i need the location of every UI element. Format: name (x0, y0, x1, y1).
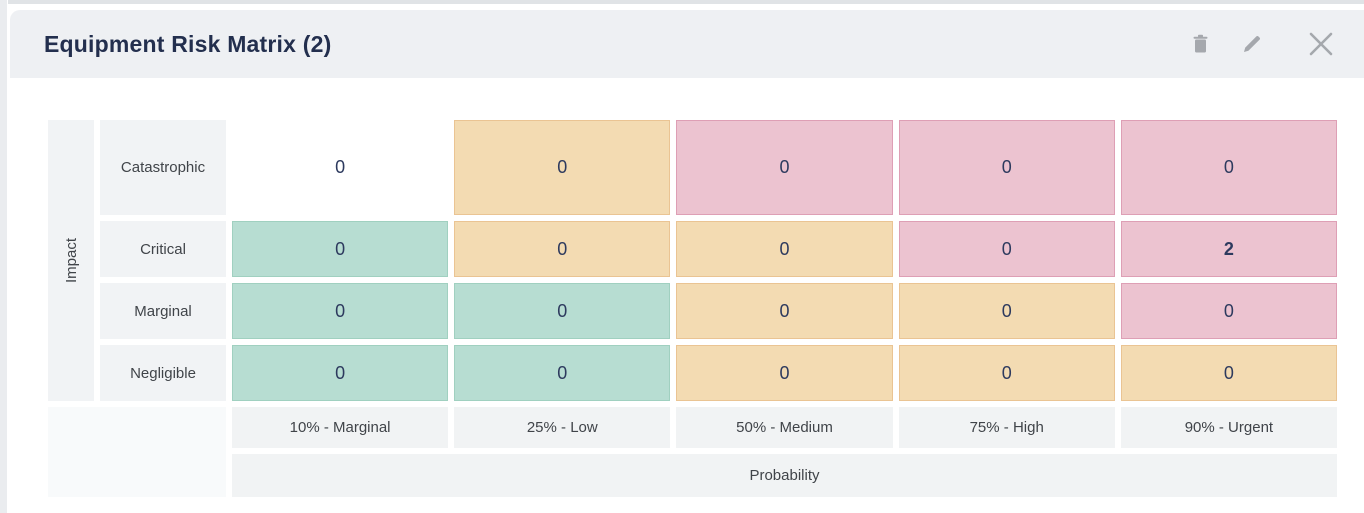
edit-button[interactable] (1238, 30, 1266, 58)
probability-axis: Probability (232, 454, 1337, 497)
matrix-cell-catastrophic-50-medium[interactable]: 0 (676, 120, 893, 215)
impact-axis: Impact (48, 120, 94, 401)
row-label-negligible: Negligible (100, 345, 226, 401)
page-edge-strip (0, 0, 7, 513)
matrix-cell-negligible-25-low[interactable]: 0 (454, 345, 671, 401)
matrix-cell-critical-50-medium[interactable]: 0 (676, 221, 893, 277)
widget-header: Equipment Risk Matrix (2) (10, 10, 1364, 78)
delete-button[interactable] (1187, 30, 1214, 58)
matrix-cell-negligible-75-high[interactable]: 0 (898, 345, 1115, 401)
column-header-50-medium: 50% - Medium (676, 407, 893, 448)
row-label-critical: Critical (100, 221, 226, 277)
close-icon (1306, 29, 1336, 59)
column-header-10-marginal: 10% - Marginal (232, 407, 449, 448)
matrix-cell-catastrophic-75-high[interactable]: 0 (898, 120, 1115, 215)
matrix-cell-marginal-50-medium[interactable]: 0 (676, 283, 893, 339)
impact-axis-label: Impact (62, 237, 80, 283)
matrix-cell-negligible-10-marginal[interactable]: 0 (232, 345, 449, 401)
matrix-cell-catastrophic-90-urgent[interactable]: 0 (1120, 120, 1337, 215)
matrix-cell-marginal-10-marginal[interactable]: 0 (232, 283, 449, 339)
matrix-cell-critical-90-urgent[interactable]: 2 (1120, 221, 1337, 277)
matrix-cell-marginal-25-low[interactable]: 0 (454, 283, 671, 339)
widget-title: Equipment Risk Matrix (2) (44, 30, 332, 57)
matrix-cell-negligible-90-urgent[interactable]: 0 (1120, 345, 1337, 401)
row-label-marginal: Marginal (100, 283, 226, 339)
risk-matrix: Impact Catastrophic 0 0 0 0 0 Critical 0 0 0 0 2 Mar… (48, 120, 1337, 497)
matrix-cell-catastrophic-25-low[interactable]: 0 (454, 120, 671, 215)
matrix-corner-filler (48, 407, 226, 497)
column-header-25-low: 25% - Low (454, 407, 671, 448)
close-button[interactable] (1302, 25, 1340, 63)
trash-icon (1191, 34, 1210, 54)
row-label-catastrophic: Catastrophic (100, 120, 226, 215)
probability-axis-label: Probability (749, 467, 820, 484)
column-header-90-urgent: 90% - Urgent (1120, 407, 1337, 448)
matrix-cell-marginal-90-urgent[interactable]: 0 (1120, 283, 1337, 339)
matrix-cell-negligible-50-medium[interactable]: 0 (676, 345, 893, 401)
matrix-cell-critical-10-marginal[interactable]: 0 (232, 221, 449, 277)
matrix-cell-critical-75-high[interactable]: 0 (898, 221, 1115, 277)
matrix-cell-marginal-75-high[interactable]: 0 (898, 283, 1115, 339)
matrix-cell-critical-25-low[interactable]: 0 (454, 221, 671, 277)
page-top-divider (8, 0, 1364, 4)
pencil-icon (1242, 34, 1262, 54)
column-header-75-high: 75% - High (898, 407, 1115, 448)
matrix-cell-catastrophic-10-marginal[interactable]: 0 (232, 120, 449, 215)
widget-toolbar (1187, 10, 1340, 78)
